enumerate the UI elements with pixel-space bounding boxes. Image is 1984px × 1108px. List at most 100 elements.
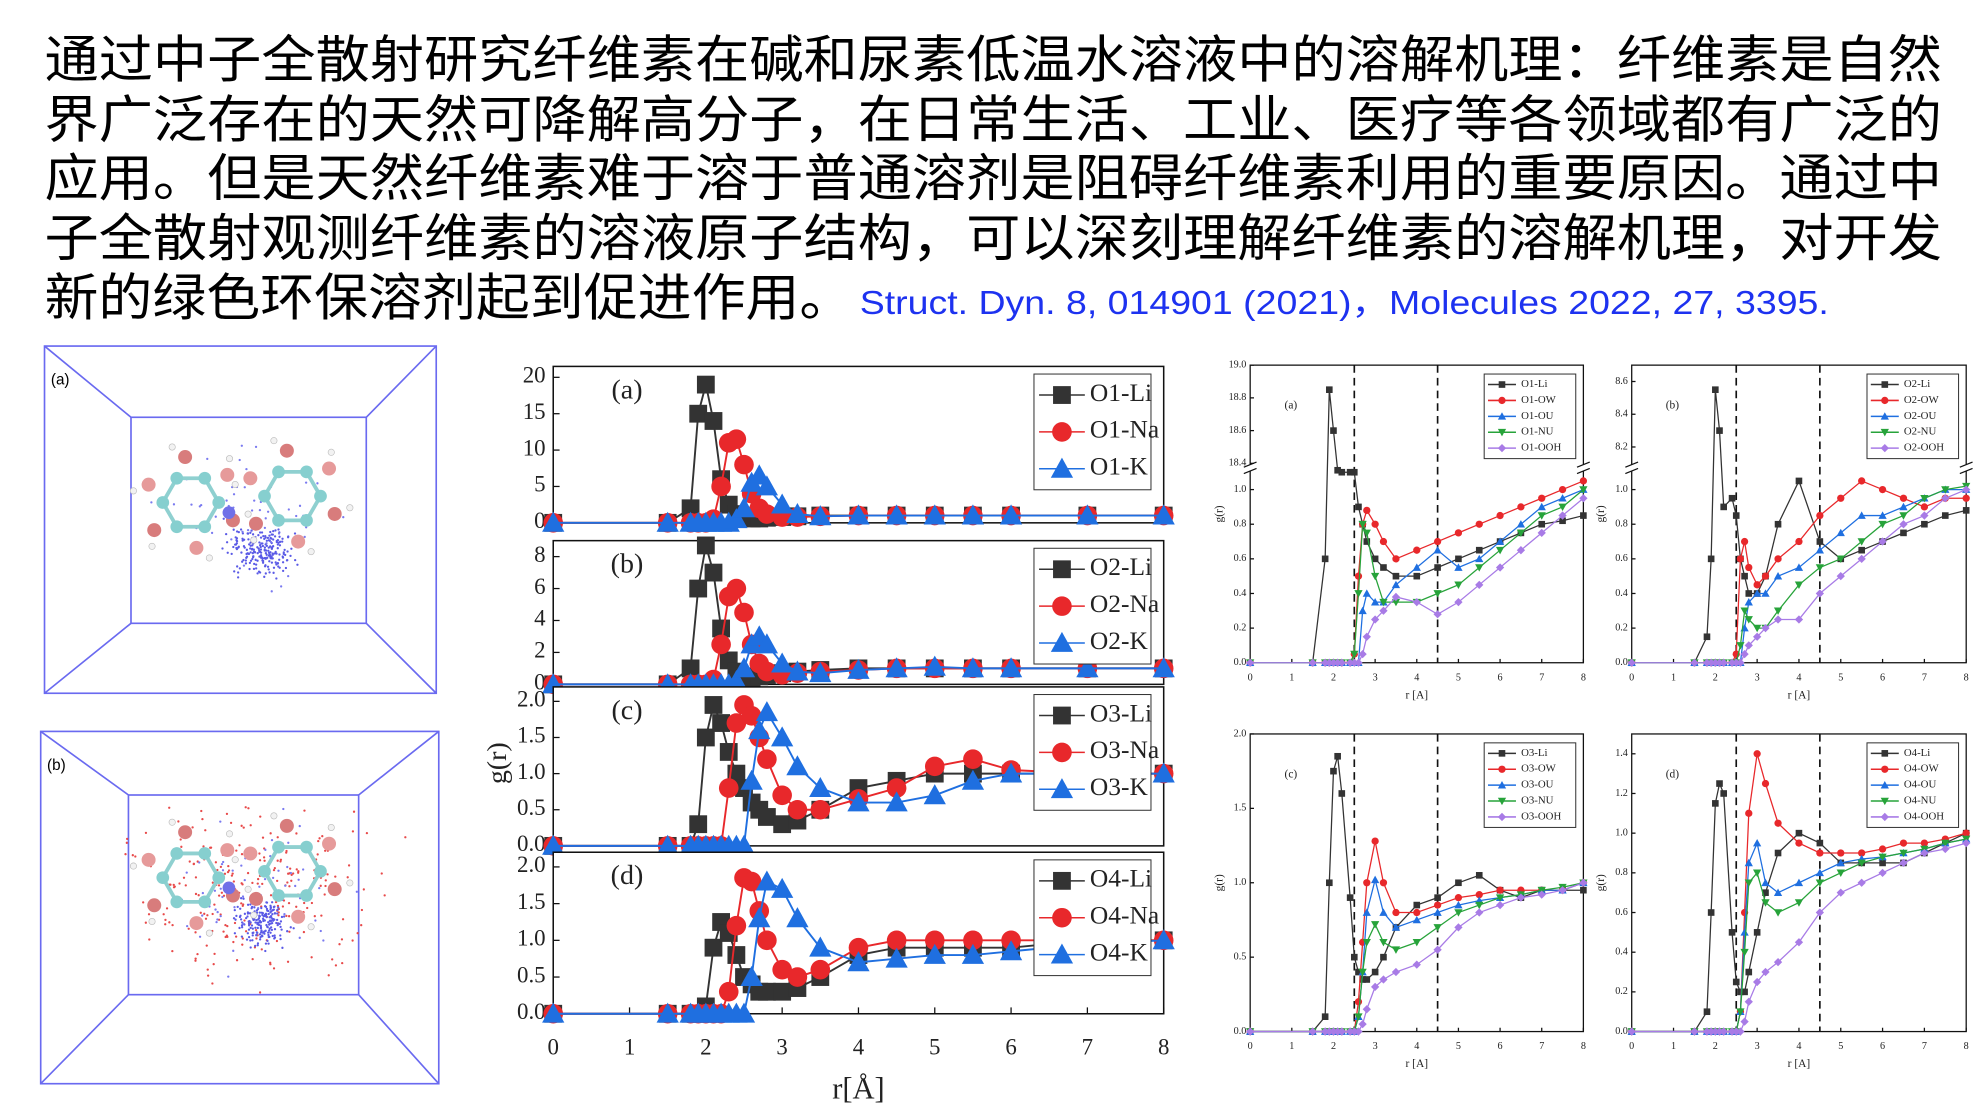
marker bbox=[1497, 797, 1507, 806]
marker bbox=[1433, 610, 1442, 619]
atom bbox=[314, 489, 327, 503]
solvent-dot bbox=[272, 868, 276, 872]
y-tick-label: 0.4 bbox=[1234, 588, 1247, 599]
solvent-dot bbox=[259, 936, 262, 939]
solvent-dot bbox=[247, 928, 251, 931]
marker bbox=[1773, 888, 1783, 896]
marker bbox=[1711, 1027, 1720, 1036]
marker bbox=[1741, 572, 1748, 580]
solvent-dot bbox=[242, 922, 245, 925]
marker bbox=[1338, 468, 1346, 476]
series-line bbox=[1250, 389, 1584, 664]
x-tick-label: 7 bbox=[1922, 672, 1927, 683]
solvent-dot bbox=[263, 557, 266, 560]
marker bbox=[1363, 506, 1371, 515]
marker bbox=[1362, 938, 1371, 947]
solvent-dot bbox=[275, 939, 279, 943]
solvent-dot bbox=[261, 882, 264, 886]
solvent-dot bbox=[244, 916, 248, 920]
marker bbox=[772, 785, 792, 806]
solvent-dot bbox=[241, 560, 244, 563]
marker bbox=[786, 660, 809, 681]
solvent-dot bbox=[277, 532, 281, 535]
solvent-dot bbox=[235, 542, 238, 545]
solvent-dot bbox=[263, 905, 267, 908]
solvent-dot bbox=[271, 876, 275, 880]
solvent-dot bbox=[256, 931, 259, 934]
marker bbox=[1370, 921, 1380, 929]
marker bbox=[1392, 572, 1400, 580]
axis-break-mark bbox=[1625, 467, 1639, 475]
atom bbox=[178, 450, 193, 465]
marker bbox=[1516, 520, 1526, 528]
solvent-dot bbox=[276, 912, 279, 915]
marker bbox=[1837, 849, 1845, 857]
x-axis-label: r [A] bbox=[1788, 689, 1811, 701]
marker bbox=[1774, 819, 1782, 827]
solvent-dot bbox=[194, 957, 197, 960]
marker bbox=[726, 429, 747, 449]
solvent-dot bbox=[144, 831, 148, 834]
atom bbox=[231, 856, 239, 864]
solvent-dot bbox=[263, 565, 267, 568]
marker bbox=[885, 504, 908, 525]
marker bbox=[1433, 537, 1442, 546]
solvent-dot bbox=[178, 882, 181, 885]
marker bbox=[712, 619, 731, 638]
marker bbox=[740, 769, 763, 790]
solvent-dot bbox=[334, 875, 337, 878]
marker bbox=[1941, 512, 1949, 519]
atom bbox=[198, 520, 212, 534]
y-tick-label: 0.5 bbox=[517, 962, 546, 987]
marker bbox=[711, 634, 731, 655]
marker bbox=[755, 701, 779, 722]
y-tick-label: 1.5 bbox=[517, 889, 546, 914]
solvent-dot bbox=[355, 890, 358, 893]
marker bbox=[1881, 765, 1889, 773]
marker bbox=[1836, 869, 1845, 877]
marker bbox=[696, 728, 715, 747]
solvent-dot bbox=[286, 872, 290, 875]
solvent-dot bbox=[196, 952, 199, 956]
marker bbox=[1716, 427, 1723, 434]
atom bbox=[147, 523, 162, 538]
marker bbox=[961, 657, 985, 678]
marker bbox=[1878, 485, 1887, 494]
axis-break-gap bbox=[1579, 464, 1588, 472]
marker bbox=[1350, 468, 1358, 476]
x-tick-label: 6 bbox=[1880, 1041, 1885, 1052]
solvent-dot bbox=[341, 918, 345, 921]
solvent-dot bbox=[270, 839, 274, 842]
solvent-dot bbox=[226, 935, 229, 939]
marker bbox=[1346, 1027, 1355, 1036]
solvent-dot bbox=[259, 556, 263, 559]
atom bbox=[250, 536, 258, 544]
marker bbox=[725, 670, 748, 691]
marker bbox=[1753, 581, 1761, 589]
legend-label: O1-OU bbox=[1521, 410, 1554, 422]
box-outer bbox=[43, 345, 438, 695]
marker bbox=[542, 834, 565, 855]
marker bbox=[1371, 968, 1379, 976]
marker bbox=[1326, 386, 1333, 393]
solvent-dot bbox=[273, 866, 276, 870]
marker bbox=[1050, 631, 1074, 652]
solvent-dot bbox=[267, 539, 271, 542]
solvent-dot bbox=[172, 883, 175, 886]
solvent-dot bbox=[281, 555, 284, 558]
atom bbox=[270, 437, 278, 445]
solvent-dot bbox=[303, 535, 306, 539]
solvent-dot bbox=[229, 821, 233, 825]
atom bbox=[322, 836, 337, 851]
solvent-dot bbox=[235, 914, 238, 918]
marker bbox=[1358, 520, 1367, 529]
solvent-dot bbox=[247, 920, 250, 923]
marker bbox=[1881, 750, 1889, 757]
marker bbox=[757, 504, 777, 524]
marker bbox=[1753, 977, 1762, 987]
solvent-dot bbox=[264, 517, 267, 520]
solvent-dot bbox=[147, 913, 151, 916]
marker bbox=[1363, 976, 1371, 983]
solvent-dot bbox=[227, 975, 230, 978]
solvent-dot bbox=[184, 884, 187, 887]
